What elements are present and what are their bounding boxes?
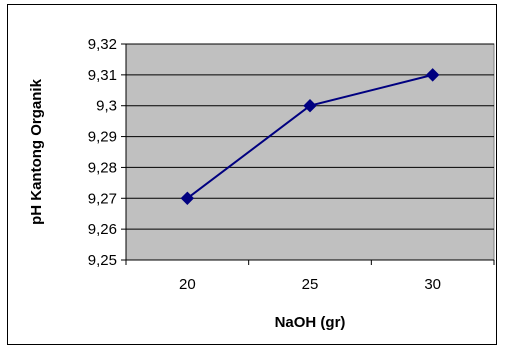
x-axis-title: NaOH (gr) bbox=[275, 314, 346, 331]
x-tick-label: 30 bbox=[424, 276, 441, 293]
data-point-marker bbox=[180, 191, 195, 205]
x-tick-label: 25 bbox=[302, 276, 319, 293]
x-tick-labels: 20 25 30 bbox=[179, 276, 441, 293]
chart-svg: 9,25 9,26 9,27 9,28 9,29 9,3 9,31 9,32 20 25 30 N… bbox=[28, 36, 495, 331]
y-tick-label: 9,25 bbox=[88, 252, 117, 269]
y-tick-labels: 9,25 9,26 9,27 9,28 9,29 9,3 9,31 9,32 bbox=[88, 36, 117, 269]
data-point-marker bbox=[303, 99, 317, 113]
chart-frame: 9,25 9,26 9,27 9,28 9,29 9,3 9,31 9,32 20 25 30 N… bbox=[7, 4, 497, 345]
y-tick-label: 9,28 bbox=[88, 159, 117, 176]
axes bbox=[121, 43, 495, 265]
plot-area bbox=[125, 43, 495, 261]
y-axis-title: pH Kantong Organik bbox=[28, 78, 45, 224]
data-point-marker bbox=[425, 68, 440, 82]
y-tick-label: 9,3 bbox=[96, 98, 117, 115]
y-tick-label: 9,29 bbox=[88, 129, 117, 146]
y-tick-label: 9,27 bbox=[88, 190, 117, 207]
y-tick-label: 9,26 bbox=[88, 221, 117, 238]
x-tick-label: 20 bbox=[179, 276, 196, 293]
series bbox=[180, 68, 440, 205]
y-tick-label: 9,32 bbox=[88, 36, 117, 53]
y-tick-label: 9,31 bbox=[88, 67, 117, 84]
